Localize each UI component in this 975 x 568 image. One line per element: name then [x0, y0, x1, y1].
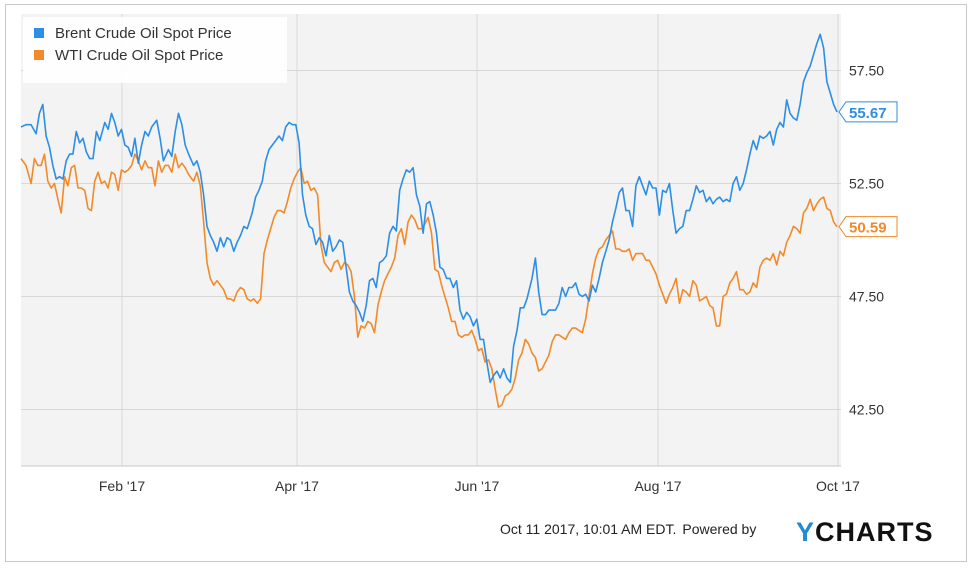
- series-line: [20, 153, 838, 409]
- x-tick-label: Aug '17: [634, 478, 681, 494]
- last-value-callouts: 55.67 50.59: [838, 101, 898, 238]
- series-lines: [20, 33, 838, 409]
- powered-by-label: Powered by: [682, 521, 757, 537]
- x-tick-label: Oct '17: [816, 478, 860, 494]
- callout-box: [838, 101, 898, 123]
- y-tick-label: 57.50: [849, 63, 884, 79]
- x-tick-label: Jun '17: [455, 478, 500, 494]
- legend-label: Brent Crude Oil Spot Price: [55, 25, 232, 42]
- x-axis-labels: Feb '17 Apr '17 Jun '17 Aug '17 Oct '17: [99, 478, 860, 494]
- series-line: [20, 33, 838, 384]
- callout-box: [838, 216, 898, 238]
- y-tick-label: 52.50: [849, 176, 884, 192]
- y-tick-label: 42.50: [849, 402, 884, 418]
- footer: Oct 11 2017, 10:01 AM EDT. Powered by: [500, 521, 756, 537]
- callout-value: 55.67: [849, 105, 887, 122]
- legend: Brent Crude Oil Spot Price WTI Crude Oil …: [23, 17, 287, 83]
- legend-background: [23, 17, 287, 83]
- last-value-callout: 50.59: [838, 216, 898, 238]
- x-tick-label: Feb '17: [99, 478, 145, 494]
- callout-value: 50.59: [849, 220, 887, 237]
- timestamp: Oct 11 2017, 10:01 AM EDT.: [500, 521, 677, 537]
- legend-swatch: [34, 28, 44, 38]
- legend-swatch: [34, 50, 44, 60]
- ycharts-logo: YCHARTS: [796, 517, 934, 547]
- last-value-callout: 55.67: [838, 101, 898, 123]
- plot-area: [21, 14, 841, 466]
- x-tick-label: Apr '17: [275, 478, 319, 494]
- y-tick-label: 47.50: [849, 289, 884, 305]
- y-axis-labels: 57.50 52.50 47.50 42.50: [849, 63, 884, 418]
- legend-label: WTI Crude Oil Spot Price: [55, 47, 223, 64]
